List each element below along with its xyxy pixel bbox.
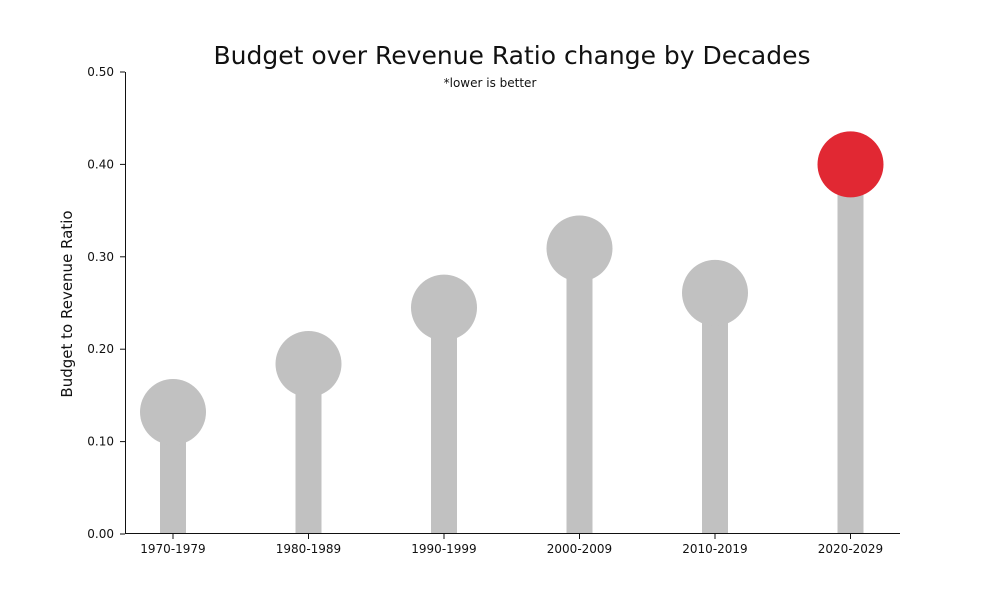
y-axis-ticks: 0.00 0.10 0.20 0.30 0.40 0.50 xyxy=(87,65,125,541)
y-axis-label: Budget to Revenue Ratio xyxy=(58,210,76,397)
lollipop-head xyxy=(817,131,884,198)
x-tick-label: 2000-2009 xyxy=(547,542,612,556)
lollipop-stem xyxy=(837,164,864,534)
y-tick-label: 0.00 xyxy=(87,527,114,541)
chart-marks xyxy=(140,131,884,534)
y-tick-label: 0.20 xyxy=(87,342,114,356)
x-tick-label: 1970-1979 xyxy=(140,542,205,556)
lollipop-head xyxy=(275,330,342,397)
lollipop-head xyxy=(682,259,748,326)
lollipop-head xyxy=(546,215,613,282)
x-tick-label: 2010-2019 xyxy=(682,542,747,556)
lollipop-stem xyxy=(566,248,593,534)
y-tick-label: 0.30 xyxy=(87,250,114,264)
x-axis-ticks: 1970-1979 1980-1989 1990-1999 2000-2009 2010… xyxy=(140,534,883,556)
y-tick-label: 0.50 xyxy=(87,65,114,79)
x-tick-label: 1980-1989 xyxy=(276,542,341,556)
y-tick-label: 0.40 xyxy=(87,157,114,171)
lollipop-stem xyxy=(702,292,728,534)
chart-title: Budget over Revenue Ratio change by Deca… xyxy=(213,41,810,70)
lollipop-head xyxy=(411,274,477,341)
lollipop-head xyxy=(140,379,206,446)
lollipop-stem xyxy=(431,307,457,534)
chart-subtitle: *lower is better xyxy=(444,76,537,90)
x-tick-label: 2020-2029 xyxy=(818,542,883,556)
x-tick-label: 1990-1999 xyxy=(411,542,476,556)
y-tick-label: 0.10 xyxy=(87,435,114,449)
